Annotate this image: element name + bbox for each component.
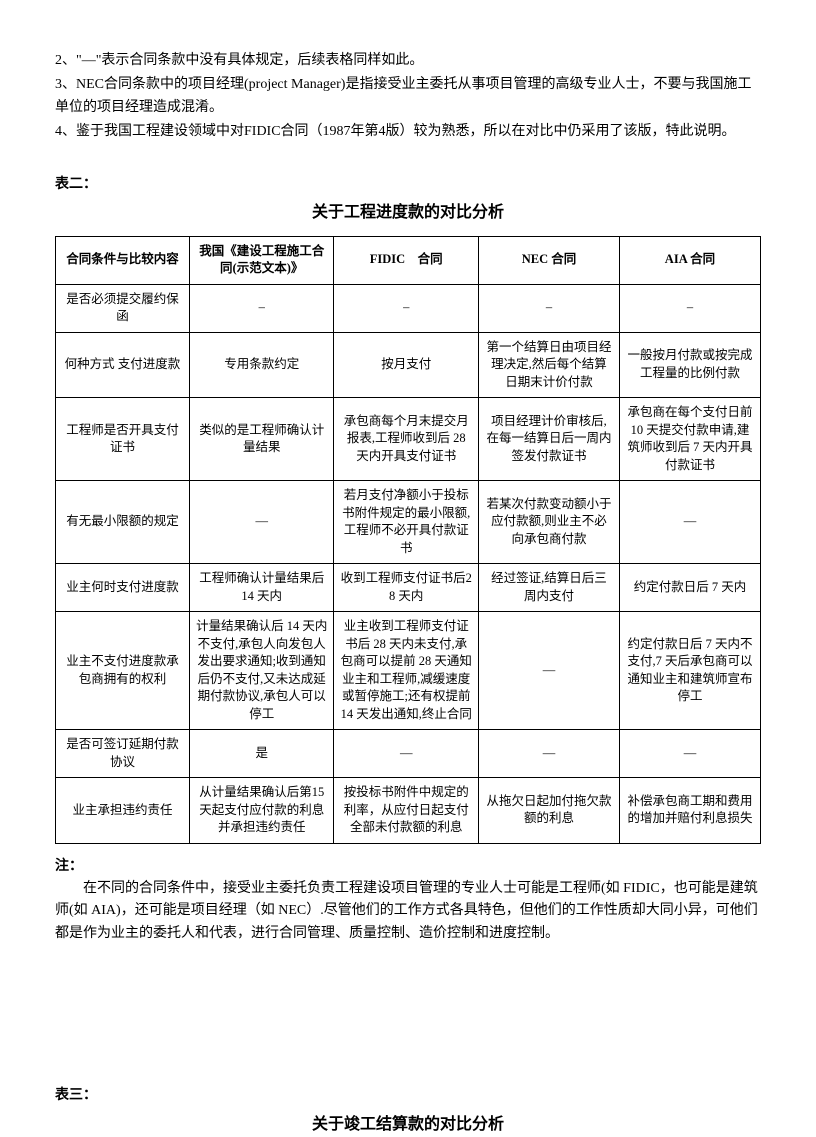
table-cell: 第一个结算日由项目经理决定,然后每个结算日期末计价付款 — [478, 332, 619, 398]
table-cell: 承包商每个月末提交月报表,工程师收到后 28 天内开具支付证书 — [334, 398, 479, 481]
table-row: 业主承担违约责任从计量结果确认后第15 天起支付应付款的利息并承担违约责任按投标… — [56, 778, 761, 844]
table-cell: 约定付款日后 7 天内不支付,7 天后承包商可以通知业主和建筑师宣布停工 — [619, 612, 760, 730]
table-cell: 业主收到工程师支付证书后 28 天内未支付,承包商可以提前 28 天通知业主和工… — [334, 612, 479, 730]
table-cell: 从拖欠日起加付拖欠款额的利息 — [478, 778, 619, 844]
top-notes: 2、"—"表示合同条款中没有具体规定，后续表格同样如此。 3、NEC合同条款中的… — [55, 50, 761, 144]
col-2: FIDIC 合同 — [334, 236, 479, 284]
table-cell: — — [478, 730, 619, 778]
note-4: 4、鉴于我国工程建设领域中对FIDIC合同（1987年第4版）较为熟悉，所以在对… — [55, 121, 761, 143]
table3-title: 关于竣工结算款的对比分析 — [55, 1112, 761, 1137]
table-cell: – — [334, 284, 479, 332]
table-cell: 若月支付净额小于投标书附件规定的最小限额,工程师不必开具付款证书 — [334, 481, 479, 564]
table-row: 有无最小限额的规定—若月支付净额小于投标书附件规定的最小限额,工程师不必开具付款… — [56, 481, 761, 564]
table-cell: – — [189, 284, 334, 332]
table-row: 业主何时支付进度款工程师确认计量结果后 14 天内收到工程师支付证书后28 天内… — [56, 564, 761, 612]
table-cell: 若某次付款变动额小于应付款额,则业主不必向承包商付款 — [478, 481, 619, 564]
table-cell: 是否可签订延期付款协议 — [56, 730, 190, 778]
table-row: 业主不支付进度款承包商拥有的权利计量结果确认后 14 天内不支付,承包人向发包人… — [56, 612, 761, 730]
table-cell: 工程师是否开具支付证书 — [56, 398, 190, 481]
table-cell: 有无最小限额的规定 — [56, 481, 190, 564]
table-row: 何种方式 支付进度款专用条款约定按月支付第一个结算日由项目经理决定,然后每个结算… — [56, 332, 761, 398]
table-cell: 承包商在每个支付日前10 天提交付款申请,建筑师收到后 7 天内开具付款证书 — [619, 398, 760, 481]
table-cell: — — [619, 730, 760, 778]
table-cell: 计量结果确认后 14 天内不支付,承包人向发包人发出要求通知;收到通知后仍不支付… — [189, 612, 334, 730]
table-cell: 经过签证,结算日后三周内支付 — [478, 564, 619, 612]
col-3: NEC 合同 — [478, 236, 619, 284]
col-1: 我国《建设工程施工合同(示范文本)》 — [189, 236, 334, 284]
table-cell: — — [619, 481, 760, 564]
table-cell: 何种方式 支付进度款 — [56, 332, 190, 398]
col-0: 合同条件与比较内容 — [56, 236, 190, 284]
footnote: 注： 在不同的合同条件中，接受业主委托负责工程建设项目管理的专业人士可能是工程师… — [55, 856, 761, 946]
table-cell: – — [619, 284, 760, 332]
table-cell: 业主承担违约责任 — [56, 778, 190, 844]
table-cell: 约定付款日后 7 天内 — [619, 564, 760, 612]
footnote-label: 注： — [55, 856, 761, 878]
table-cell: 是否必须提交履约保函 — [56, 284, 190, 332]
table-cell: 从计量结果确认后第15 天起支付应付款的利息并承担违约责任 — [189, 778, 334, 844]
table-cell: 一般按月付款或按完成工程量的比例付款 — [619, 332, 760, 398]
note-3: 3、NEC合同条款中的项目经理(project Manager)是指接受业主委托… — [55, 74, 761, 119]
table-row: 工程师是否开具支付证书类似的是工程师确认计量结果承包商每个月末提交月报表,工程师… — [56, 398, 761, 481]
table2: 合同条件与比较内容 我国《建设工程施工合同(示范文本)》 FIDIC 合同 NE… — [55, 236, 761, 844]
table3-label: 表三： — [55, 1085, 761, 1107]
table-cell: — — [478, 612, 619, 730]
note-2: 2、"—"表示合同条款中没有具体规定，后续表格同样如此。 — [55, 50, 761, 72]
col-4: AIA 合同 — [619, 236, 760, 284]
table-cell: 类似的是工程师确认计量结果 — [189, 398, 334, 481]
table-cell: 项目经理计价审核后,在每一结算日后一周内签发付款证书 — [478, 398, 619, 481]
table-cell: 业主何时支付进度款 — [56, 564, 190, 612]
table2-label: 表二： — [55, 174, 761, 196]
table2-header-row: 合同条件与比较内容 我国《建设工程施工合同(示范文本)》 FIDIC 合同 NE… — [56, 236, 761, 284]
table-cell: 工程师确认计量结果后 14 天内 — [189, 564, 334, 612]
table-cell: 业主不支付进度款承包商拥有的权利 — [56, 612, 190, 730]
table-row: 是否必须提交履约保函–––– — [56, 284, 761, 332]
table2-title: 关于工程进度款的对比分析 — [55, 200, 761, 226]
table-cell: 补偿承包商工期和费用的增加并赔付利息损失 — [619, 778, 760, 844]
table-cell: — — [334, 730, 479, 778]
table-cell: 按月支付 — [334, 332, 479, 398]
footnote-text: 在不同的合同条件中，接受业主委托负责工程建设项目管理的专业人士可能是工程师(如 … — [55, 878, 761, 945]
table-cell: 收到工程师支付证书后28 天内 — [334, 564, 479, 612]
table-cell: — — [189, 481, 334, 564]
table-row: 是否可签订延期付款协议是——— — [56, 730, 761, 778]
table-cell: 专用条款约定 — [189, 332, 334, 398]
table-cell: 是 — [189, 730, 334, 778]
table-cell: – — [478, 284, 619, 332]
table-cell: 按投标书附件中规定的利率，从应付日起支付全部未付款额的利息 — [334, 778, 479, 844]
